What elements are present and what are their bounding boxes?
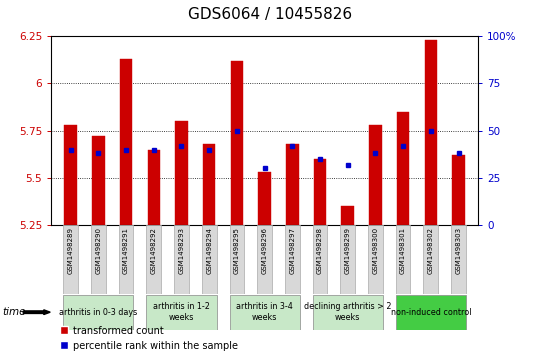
Text: GSM1498291: GSM1498291 — [123, 227, 129, 274]
Text: GSM1498290: GSM1498290 — [96, 227, 102, 274]
Bar — [314, 159, 326, 225]
FancyBboxPatch shape — [174, 225, 189, 294]
Text: GSM1498303: GSM1498303 — [456, 227, 462, 274]
Text: GSM1498294: GSM1498294 — [206, 227, 212, 274]
Text: GSM1498292: GSM1498292 — [151, 227, 157, 274]
FancyBboxPatch shape — [313, 225, 327, 294]
Text: GSM1498300: GSM1498300 — [373, 227, 379, 274]
FancyBboxPatch shape — [368, 225, 383, 294]
Bar — [258, 172, 271, 225]
FancyBboxPatch shape — [340, 225, 355, 294]
FancyBboxPatch shape — [396, 225, 410, 294]
Text: GSM1498289: GSM1498289 — [68, 227, 73, 274]
FancyBboxPatch shape — [396, 295, 466, 330]
Text: time: time — [3, 307, 26, 317]
FancyBboxPatch shape — [146, 225, 161, 294]
Bar — [397, 112, 409, 225]
FancyBboxPatch shape — [146, 295, 217, 330]
FancyBboxPatch shape — [119, 225, 133, 294]
FancyBboxPatch shape — [230, 295, 300, 330]
Bar — [176, 121, 188, 225]
Bar — [120, 59, 132, 225]
Text: non-induced control: non-induced control — [390, 308, 471, 317]
Text: arthritis in 0-3 days: arthritis in 0-3 days — [59, 308, 138, 317]
FancyBboxPatch shape — [257, 225, 272, 294]
Text: declining arthritis > 2
weeks: declining arthritis > 2 weeks — [304, 302, 392, 322]
Bar — [64, 125, 77, 225]
Bar — [286, 144, 299, 225]
FancyBboxPatch shape — [202, 225, 217, 294]
Text: GSM1498296: GSM1498296 — [261, 227, 268, 274]
Text: GSM1498301: GSM1498301 — [400, 227, 406, 274]
FancyBboxPatch shape — [451, 225, 466, 294]
Text: GSM1498299: GSM1498299 — [345, 227, 350, 274]
Text: GSM1498298: GSM1498298 — [317, 227, 323, 274]
Text: GSM1498297: GSM1498297 — [289, 227, 295, 274]
Bar — [341, 206, 354, 225]
Text: GDS6064 / 10455826: GDS6064 / 10455826 — [188, 7, 352, 22]
Text: GSM1498293: GSM1498293 — [179, 227, 185, 274]
Text: arthritis in 1-2
weeks: arthritis in 1-2 weeks — [153, 302, 210, 322]
Legend: transformed count, percentile rank within the sample: transformed count, percentile rank withi… — [56, 322, 241, 355]
Bar — [453, 155, 465, 225]
Text: GSM1498295: GSM1498295 — [234, 227, 240, 274]
FancyBboxPatch shape — [63, 295, 133, 330]
FancyBboxPatch shape — [91, 225, 106, 294]
Bar — [369, 125, 382, 225]
FancyBboxPatch shape — [230, 225, 244, 294]
Bar — [92, 136, 105, 225]
Bar — [147, 150, 160, 225]
FancyBboxPatch shape — [285, 225, 300, 294]
FancyBboxPatch shape — [313, 295, 383, 330]
FancyBboxPatch shape — [63, 225, 78, 294]
Bar — [424, 40, 437, 225]
Bar — [231, 61, 243, 225]
FancyBboxPatch shape — [423, 225, 438, 294]
Bar — [203, 144, 215, 225]
Text: GSM1498302: GSM1498302 — [428, 227, 434, 274]
Text: arthritis in 3-4
weeks: arthritis in 3-4 weeks — [236, 302, 293, 322]
